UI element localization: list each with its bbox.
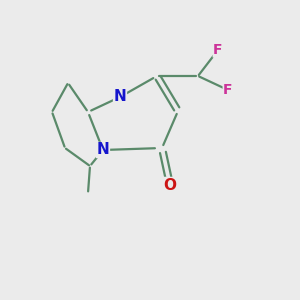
- Text: N: N: [114, 89, 126, 104]
- Text: F: F: [223, 83, 233, 97]
- Text: O: O: [164, 178, 176, 193]
- Text: F: F: [213, 43, 223, 57]
- Text: N: N: [97, 142, 110, 158]
